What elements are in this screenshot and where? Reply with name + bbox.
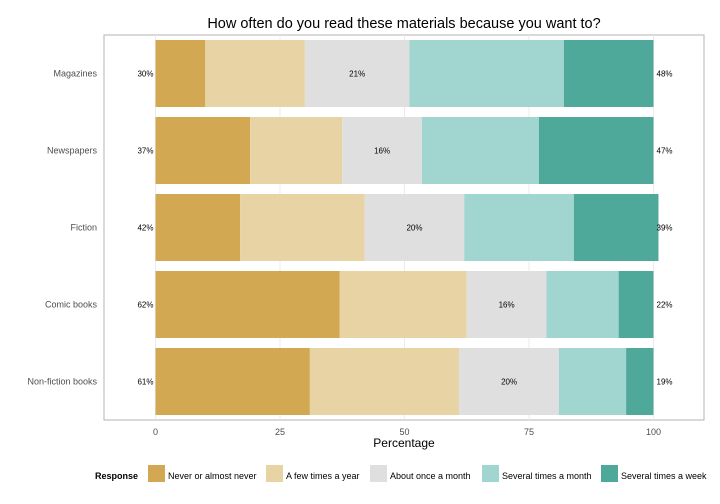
x-tick-label: 75 — [524, 427, 534, 437]
bar-segment — [250, 117, 343, 184]
left-percent-label: 42% — [137, 224, 153, 233]
bar-segment — [558, 348, 627, 415]
category-label: Newspapers — [47, 146, 98, 156]
x-axis-title: Percentage — [373, 436, 435, 450]
bar-segment — [466, 271, 547, 338]
category-label: Magazines — [53, 69, 97, 79]
bar-segment — [339, 271, 467, 338]
middle-percent-label: 16% — [374, 147, 390, 156]
bars — [155, 40, 659, 415]
legend-swatch — [148, 465, 165, 482]
legend-label: Never or almost never — [168, 471, 257, 481]
chart-title: How often do you read these materials be… — [207, 16, 600, 32]
bar-segment — [538, 117, 654, 184]
category-label: Non-fiction books — [27, 377, 97, 387]
middle-percent-label: 16% — [499, 301, 515, 310]
bar-segment — [618, 271, 654, 338]
right-percent-label: 19% — [657, 378, 673, 387]
bar-segment — [364, 194, 465, 261]
x-tick-label: 100 — [646, 427, 661, 437]
middle-percent-label: 21% — [349, 70, 365, 79]
left-percent-label: 37% — [137, 147, 153, 156]
right-percent-label: 47% — [657, 147, 673, 156]
middle-percent-label: 20% — [406, 224, 422, 233]
bar-segment — [342, 117, 422, 184]
legend-title: Response — [95, 471, 138, 481]
bar-segment — [304, 40, 410, 107]
bar-labels: 30% 21% 48% 37% 16% 47% 42% 20% 39% 62% 16% 22% 61% 2… — [137, 70, 672, 387]
bar-segment — [563, 40, 654, 107]
x-tick-label: 0 — [153, 427, 158, 437]
left-percent-label: 61% — [137, 378, 153, 387]
x-tick-labels: 0 25 50 75 100 — [153, 427, 661, 437]
bar-segment — [155, 271, 340, 338]
category-labels: Magazines Newspapers Fiction Comic books Non… — [27, 69, 97, 387]
bar-segment — [626, 348, 654, 415]
bar-segment — [459, 348, 559, 415]
bar-segment — [205, 40, 305, 107]
legend-label: A few times a year — [286, 471, 360, 481]
legend-swatch — [370, 465, 387, 482]
left-percent-label: 62% — [137, 301, 153, 310]
bar-segment — [309, 348, 460, 415]
bar-segment — [464, 194, 574, 261]
legend-label: Several times a week — [621, 471, 707, 481]
bar-segment — [155, 194, 241, 261]
right-percent-label: 22% — [657, 301, 673, 310]
legend: Response Never or almost never A few time… — [95, 465, 707, 482]
bar-segment — [409, 40, 564, 107]
right-percent-label: 39% — [657, 224, 673, 233]
legend-label: Several times a month — [502, 471, 592, 481]
left-percent-label: 30% — [137, 70, 153, 79]
legend-swatch — [482, 465, 499, 482]
right-percent-label: 48% — [657, 70, 673, 79]
legend-label: About once a month — [390, 471, 471, 481]
category-label: Comic books — [45, 300, 98, 310]
legend-swatch — [266, 465, 283, 482]
category-label: Fiction — [70, 223, 97, 233]
bar-segment — [546, 271, 619, 338]
bar-segment — [155, 348, 310, 415]
x-tick-label: 25 — [275, 427, 285, 437]
bar-segment — [155, 117, 251, 184]
x-tick-label: 50 — [399, 427, 409, 437]
bar-segment — [421, 117, 539, 184]
bar-segment — [155, 40, 206, 107]
bar-segment — [573, 194, 659, 261]
middle-percent-label: 20% — [501, 378, 517, 387]
bar-segment — [240, 194, 365, 261]
legend-swatch — [601, 465, 618, 482]
